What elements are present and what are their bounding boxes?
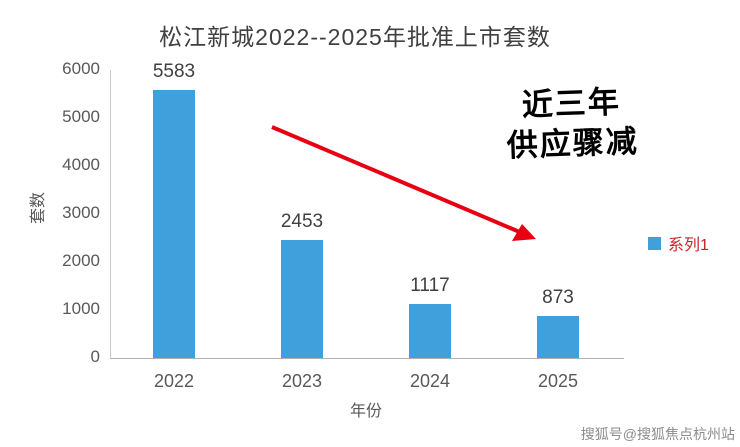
x-tick-label-2023: 2023: [281, 371, 323, 391]
y-tick-label: 3000: [62, 203, 100, 222]
x-tick-label-2022: 2022: [153, 371, 195, 391]
annotation-line2: 供应骤减: [506, 123, 640, 163]
watermark: 搜狐号@搜狐焦点杭州站: [580, 426, 735, 442]
legend: 系列1: [648, 231, 709, 255]
annotation-supply-drop: 近三年 供应骤减: [461, 80, 684, 167]
bar-2024: [409, 304, 451, 358]
value-label-2025: 873: [542, 287, 574, 309]
bar-2022: [153, 90, 195, 358]
x-axis-line: [110, 358, 624, 359]
y-tick-label: 2000: [62, 251, 100, 270]
bar-2023: [281, 240, 323, 358]
y-tick-label: 5000: [62, 107, 100, 126]
chart-title: 松江新城2022--2025年批准上市套数: [159, 24, 551, 50]
bar-2025: [537, 316, 579, 358]
legend-label: 系列1: [668, 237, 709, 254]
value-label-2024: 1117: [410, 275, 450, 297]
y-tick-label: 4000: [62, 155, 100, 174]
value-label-2022: 5583: [152, 61, 196, 83]
y-tick-label: 1000: [62, 299, 100, 318]
legend-swatch-icon: [648, 236, 661, 250]
y-tick-label: 6000: [62, 59, 100, 78]
y-tick-label: 0: [90, 347, 100, 366]
x-tick-label-2025: 2025: [537, 371, 579, 391]
value-label-2023: 2453: [280, 211, 324, 233]
y-axis-line: [110, 70, 111, 358]
x-tick-label-2024: 2024: [409, 371, 451, 391]
x-axis-label: 年份: [349, 403, 382, 420]
